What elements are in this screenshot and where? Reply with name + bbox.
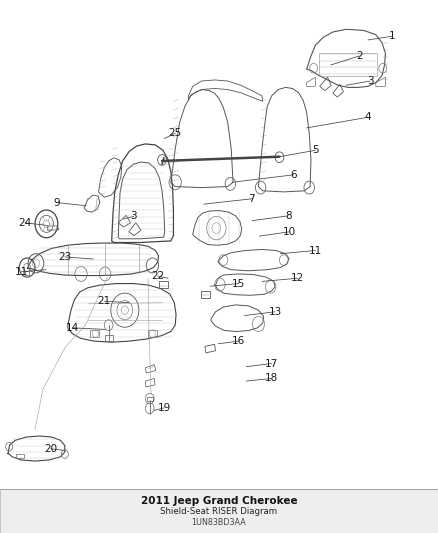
Text: 7: 7 (248, 194, 255, 204)
Text: 11: 11 (309, 246, 322, 255)
Text: 19: 19 (158, 403, 171, 413)
Text: 3: 3 (367, 76, 374, 86)
Text: 22: 22 (151, 271, 164, 281)
Text: Shield-Seat RISER Diagram: Shield-Seat RISER Diagram (160, 507, 278, 516)
Text: 11: 11 (14, 267, 28, 277)
Text: 14: 14 (66, 323, 79, 333)
Text: 1UN83BD3AA: 1UN83BD3AA (192, 518, 246, 527)
Text: 5: 5 (312, 146, 319, 155)
Text: 3: 3 (130, 212, 137, 221)
Text: 20: 20 (44, 444, 57, 454)
Text: 10: 10 (283, 227, 296, 237)
Text: 1: 1 (389, 31, 396, 41)
Text: 9: 9 (53, 198, 60, 207)
Text: 13: 13 (268, 307, 282, 317)
Text: 23: 23 (58, 252, 71, 262)
Text: 16: 16 (232, 336, 245, 346)
Text: 17: 17 (265, 359, 278, 368)
Text: 8: 8 (285, 211, 292, 221)
Text: 2: 2 (356, 51, 363, 61)
Text: 18: 18 (265, 374, 278, 383)
Text: 2011 Jeep Grand Cherokee: 2011 Jeep Grand Cherokee (141, 496, 297, 506)
Text: 25: 25 (169, 128, 182, 138)
Text: 6: 6 (290, 170, 297, 180)
Text: 4: 4 (364, 112, 371, 122)
FancyBboxPatch shape (0, 489, 438, 533)
Text: 21: 21 (98, 296, 111, 306)
Text: 24: 24 (18, 218, 32, 228)
Text: 15: 15 (232, 279, 245, 288)
Text: 12: 12 (291, 273, 304, 283)
